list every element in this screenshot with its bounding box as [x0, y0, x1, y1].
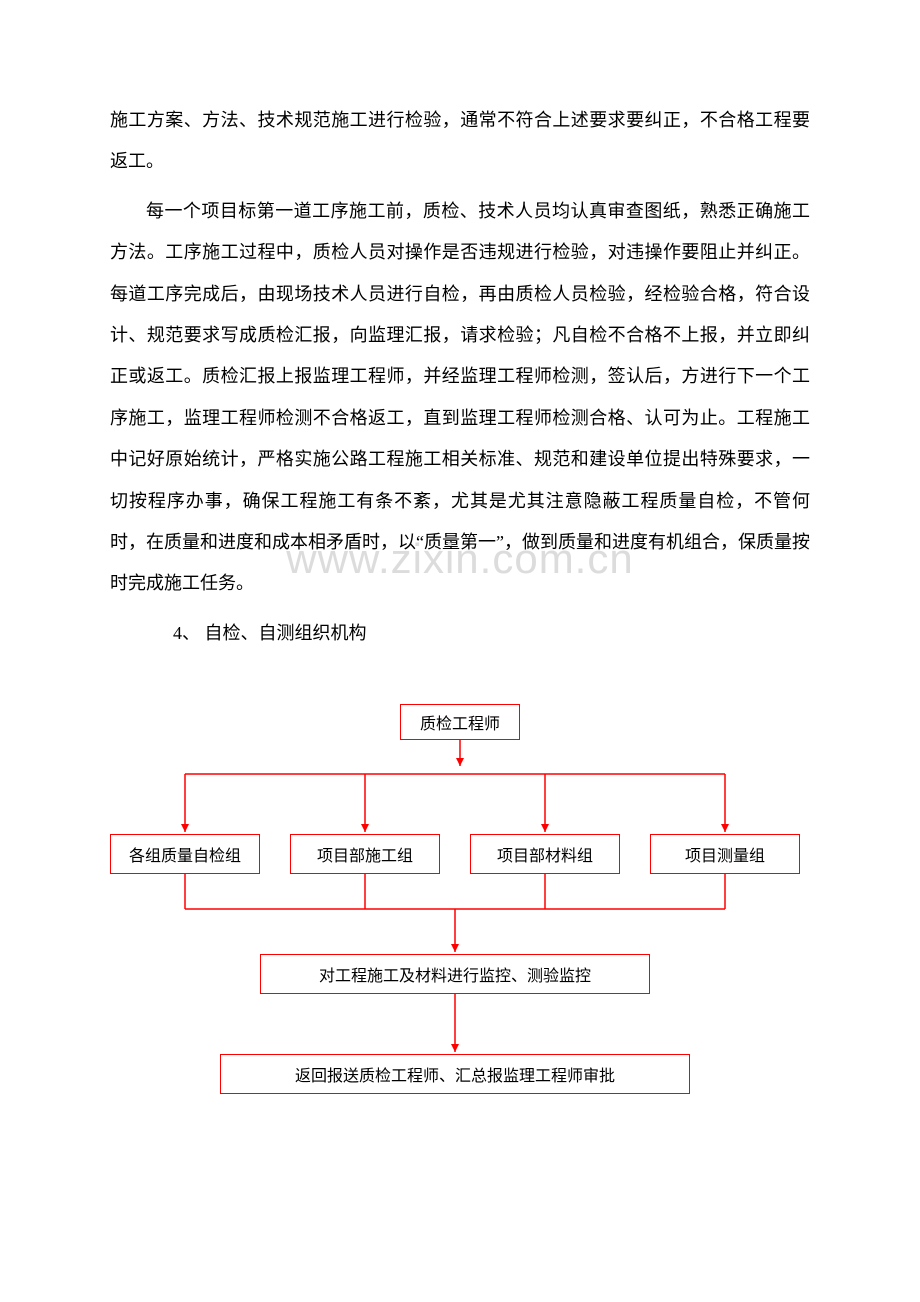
- node-bot: 返回报送质检工程师、汇总报监理工程师审批: [220, 1054, 690, 1094]
- node-label: 返回报送质检工程师、汇总报监理工程师审批: [295, 1062, 615, 1086]
- node-group-a: 各组质量自检组: [110, 834, 260, 874]
- flowchart: 质检工程师 各组质量自检组 项目部施工组 项目部材料组 项目测量组 对工程施工及…: [110, 704, 810, 1114]
- node-top: 质检工程师: [400, 704, 520, 740]
- node-group-d: 项目测量组: [650, 834, 800, 874]
- node-label: 项目部材料组: [497, 842, 593, 866]
- flowchart-connectors: [110, 704, 810, 1114]
- node-label: 质检工程师: [420, 710, 500, 734]
- paragraph-2: 每一个项目标第一道工序施工前，质检、技术人员均认真审查图纸，熟悉正确施工方法。工…: [110, 191, 810, 605]
- node-group-b: 项目部施工组: [290, 834, 440, 874]
- section-title: 4、 自检、自测组织机构: [110, 613, 810, 654]
- node-mid: 对工程施工及材料进行监控、测验监控: [260, 954, 650, 994]
- node-label: 对工程施工及材料进行监控、测验监控: [319, 962, 591, 986]
- node-label: 各组质量自检组: [129, 842, 241, 866]
- node-label: 项目部施工组: [317, 842, 413, 866]
- node-group-c: 项目部材料组: [470, 834, 620, 874]
- paragraph-1: 施工方案、方法、技术规范施工进行检验，通常不符合上述要求要纠正，不合格工程要返工…: [110, 100, 810, 183]
- node-label: 项目测量组: [685, 842, 765, 866]
